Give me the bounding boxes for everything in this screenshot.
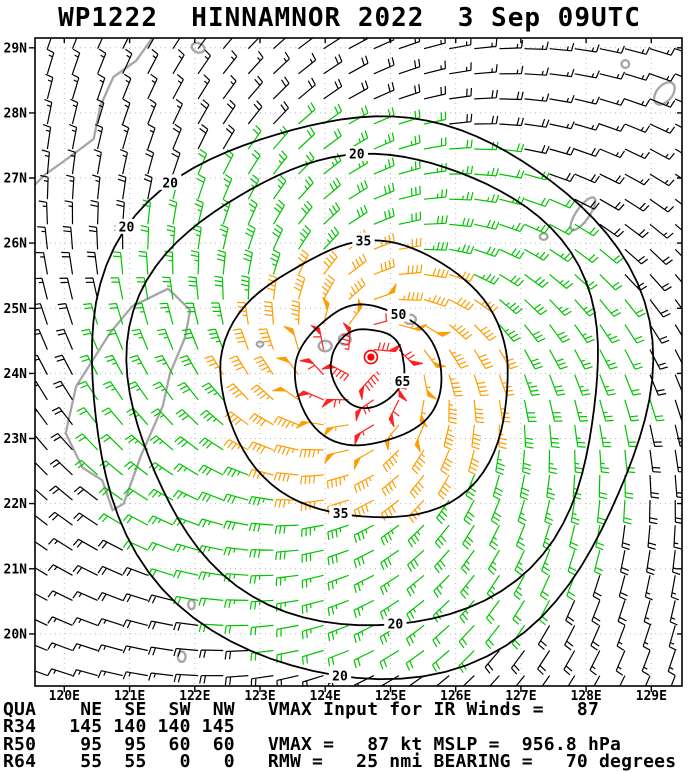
svg-text:65: 65 (395, 375, 411, 390)
lon-label-123E: 123E (244, 689, 275, 702)
coastlines-layer (35, 38, 676, 664)
lat-label-23N: 23N (4, 432, 28, 447)
lat-label-22N: 22N (4, 497, 28, 512)
isotach-20 (125, 152, 599, 627)
axis-ticks (29, 38, 682, 692)
isotach-labels: 65 50 35 35 20 20 20 20 20 (115, 146, 414, 685)
lon-label-122E: 122E (179, 689, 210, 702)
lon-label-127E: 127E (505, 689, 536, 702)
storm-stats-block: QUA NE SE SW NW VMAX Input for IR Winds … (3, 699, 677, 772)
island-amami (652, 81, 676, 106)
isotach-35 (219, 239, 509, 519)
svg-text:20: 20 (162, 176, 178, 191)
isotach-label-20: 20 (159, 174, 182, 191)
isotach-20 (90, 115, 655, 681)
storm-center-marker (363, 349, 379, 365)
isotach-label-50: 50 (387, 306, 410, 323)
chart-title: WP1222 HINNAMNOR 2022 3 Sep 09UTC (58, 3, 641, 33)
footer-line-r64: R64 55 55 0 0 RMW = 25 nmi BEARING = 70 … (3, 751, 677, 772)
footer-line-qua: QUA NE SE SW NW VMAX Input for IR Winds … (3, 699, 599, 720)
wind-analysis-map: 65 50 35 35 20 20 20 20 20 20N 21N 22N 23N 24N 25N 26N 2… (4, 37, 683, 702)
coastline-china (35, 38, 154, 186)
wind-barbs (303, 313, 415, 437)
island-okinawa (569, 196, 597, 232)
lat-label-20N: 20N (4, 627, 28, 642)
isotach-label-20: 20 (328, 668, 352, 685)
wind-barbs (35, 38, 682, 686)
svg-text:35: 35 (333, 507, 349, 522)
wind-barbs (74, 102, 665, 674)
isotach-label-35: 35 (329, 505, 352, 522)
svg-text:20: 20 (119, 220, 135, 235)
isotach-label-65: 65 (391, 373, 414, 390)
island-zhoushan (190, 41, 206, 54)
footer-line-r34: R34 145 140 140 145 (3, 716, 235, 738)
island-tokara (620, 59, 631, 70)
island-yonaguni (255, 340, 265, 348)
lon-label-125E: 125E (375, 689, 406, 702)
wind-barbs (204, 229, 518, 523)
isotach-65 (329, 328, 406, 410)
svg-text:20: 20 (332, 670, 348, 685)
lat-label-25N: 25N (4, 302, 28, 317)
isotach-label-20: 20 (345, 146, 368, 163)
isotach-label-20: 20 (384, 616, 407, 633)
island-batan-north (187, 598, 196, 611)
svg-text:20: 20 (388, 618, 404, 633)
isotach-label-20: 20 (115, 218, 138, 235)
island-ishigaki (337, 333, 352, 346)
lon-label-126E: 126E (440, 689, 471, 702)
svg-text:20: 20 (349, 148, 365, 163)
lon-label-124E: 124E (310, 689, 341, 702)
isotach-contours (90, 115, 655, 681)
lon-label-120E: 120E (49, 689, 80, 702)
footer-line-r50: R50 95 95 60 60 VMAX = 87 kt MSLP = 956.… (3, 733, 622, 755)
svg-text:35: 35 (356, 234, 372, 249)
isotach-label-35: 35 (352, 232, 375, 249)
lon-label-121E: 121E (114, 689, 145, 702)
island-iriomote (317, 339, 333, 353)
svg-text:50: 50 (391, 308, 407, 323)
lat-label-28N: 28N (4, 106, 28, 121)
lat-label-26N: 26N (4, 237, 28, 252)
lon-label-129E: 129E (636, 689, 667, 702)
island-kume (538, 232, 549, 242)
lon-label-128E: 128E (570, 689, 601, 702)
lat-label-27N: 27N (4, 172, 28, 187)
lat-label-24N: 24N (4, 367, 28, 382)
lat-label-21N: 21N (4, 562, 28, 577)
island-batan-south (176, 650, 187, 664)
lat-label-29N: 29N (4, 41, 28, 56)
map-frame (34, 37, 683, 687)
coastline-taiwan (64, 287, 192, 512)
